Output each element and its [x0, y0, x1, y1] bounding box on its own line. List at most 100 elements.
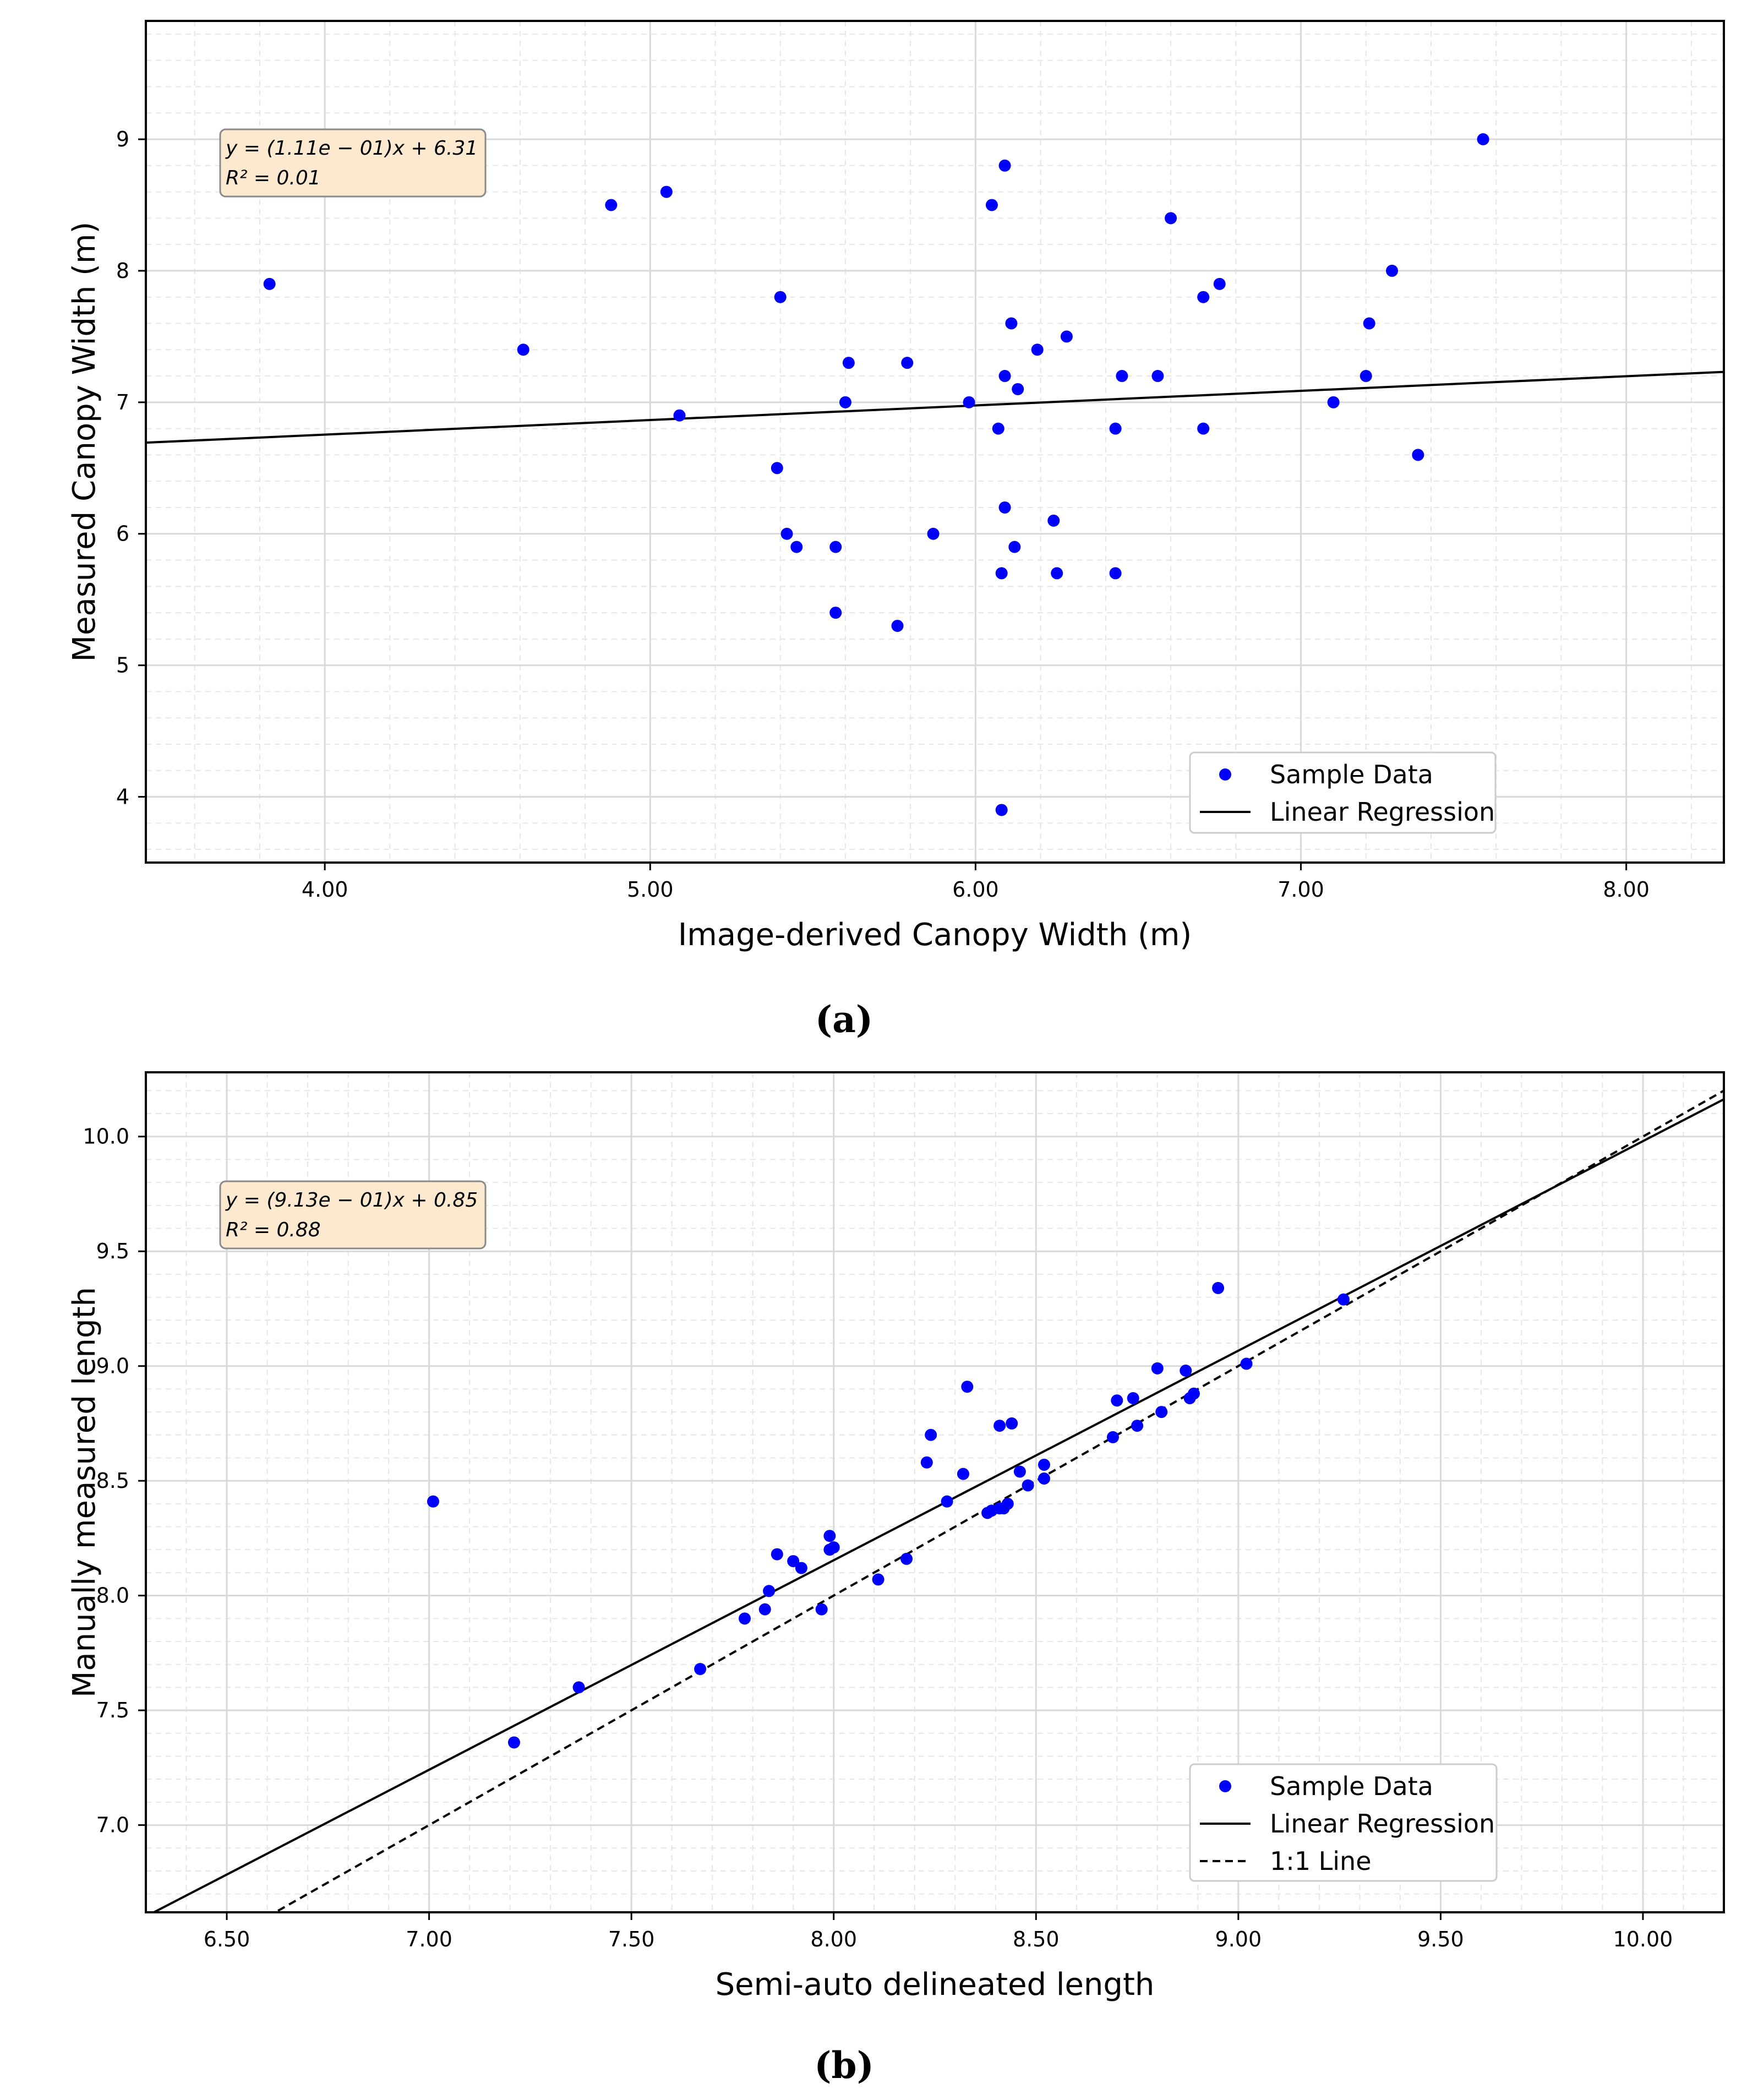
data-point [925, 1428, 937, 1441]
chart-caption: (b) [814, 2044, 874, 2087]
data-point [1022, 1479, 1034, 1492]
data-point [993, 1420, 1006, 1432]
data-point [1013, 1465, 1026, 1478]
data-point [829, 607, 842, 619]
legend-entry: Linear Regression [1270, 1809, 1495, 1839]
data-point [995, 567, 1008, 580]
x-tick-label: 9.50 [1417, 1927, 1464, 1951]
y-tick-label: 7 [116, 390, 129, 414]
equation-box [219, 128, 487, 198]
data-point [900, 1552, 913, 1565]
plot-frame [145, 20, 1725, 864]
data-point [763, 1585, 776, 1597]
regression-equation: y = (9.13e − 01)x + 0.85 [225, 1189, 478, 1212]
y-tick-label: 9.5 [96, 1239, 129, 1263]
equation-box [219, 1180, 487, 1250]
data-point [758, 1603, 771, 1616]
x-tick-label: 4.00 [302, 877, 348, 902]
y-tick-label: 4 [116, 785, 129, 809]
legend-frame [1189, 1763, 1498, 1882]
data-point [673, 409, 686, 422]
data-point [891, 619, 904, 632]
data-point [780, 527, 793, 540]
x-tick-label: 7.00 [1277, 877, 1324, 902]
data-point [992, 422, 1004, 435]
data-point [1212, 1281, 1225, 1294]
chart-caption: (a) [815, 998, 873, 1041]
plot-frame [145, 1071, 1725, 1913]
data-point [1180, 1365, 1192, 1377]
data-point [1240, 1357, 1253, 1370]
x-tick-label: 7.50 [608, 1927, 655, 1951]
data-point [1187, 1387, 1200, 1400]
legend-entry: Linear Regression [1270, 797, 1495, 827]
regression-equation: y = (1.11e − 01)x + 6.31 [225, 137, 478, 160]
data-point [827, 1541, 840, 1554]
data-point [1001, 1497, 1014, 1510]
x-axis-label: Semi-auto delineated length [716, 1967, 1155, 2003]
data-point [1116, 370, 1128, 383]
data-point [829, 541, 842, 553]
x-tick-label: 6.00 [952, 877, 999, 902]
data-point [1412, 449, 1424, 461]
chart-a: 4.00 5.00 6.00 7.00 8.00 4 5 6 7 8 9 Image-derived … [67, 20, 1725, 1041]
y-tick-label: 10.0 [83, 1125, 129, 1149]
y-axis-label: Manually measured length [67, 1287, 102, 1698]
data-point [263, 277, 276, 290]
data-point [998, 501, 1011, 514]
data-point [1008, 541, 1021, 553]
x-tick-label: 10.00 [1613, 1927, 1673, 1951]
data-point [605, 199, 618, 211]
data-point [1151, 1362, 1164, 1374]
data-point [771, 1548, 783, 1561]
regression-line [146, 370, 1724, 444]
data-point [572, 1681, 585, 1694]
data-point [771, 462, 783, 474]
x-tick-label: 8.00 [1603, 877, 1650, 902]
y-tick-label: 9.0 [96, 1354, 129, 1378]
y-tick-label: 8.0 [96, 1584, 129, 1608]
data-point [1060, 330, 1073, 343]
data-point [957, 1468, 969, 1480]
data-point [1165, 212, 1177, 225]
data-point [517, 343, 529, 356]
sample-data-points [263, 133, 1489, 816]
legend-marker-sample [1219, 1780, 1231, 1792]
data-point [815, 1603, 828, 1616]
data-point [1155, 1406, 1168, 1419]
y-tick-label: 7.5 [96, 1698, 129, 1722]
data-point [795, 1562, 807, 1574]
data-point [774, 291, 787, 303]
lines [146, 370, 1724, 444]
data-point [1127, 1392, 1139, 1405]
data-point [920, 1456, 933, 1469]
x-tick-label: 7.00 [406, 1927, 452, 1951]
legend: Sample Data Linear Regression [1189, 751, 1497, 834]
data-point [963, 396, 975, 408]
y-tick-label: 9 [116, 127, 129, 151]
data-point [1111, 1394, 1123, 1407]
data-point [872, 1573, 885, 1586]
data-point [787, 1555, 800, 1568]
data-point [1006, 1417, 1018, 1430]
regression-line [151, 1098, 1724, 1912]
r-squared: R² = 0.88 [226, 1219, 321, 1241]
data-point [1197, 422, 1210, 435]
data-point [1109, 567, 1122, 580]
data-point [1109, 422, 1122, 435]
data-point [927, 527, 940, 540]
data-point [1051, 567, 1063, 580]
legend: Sample Data Linear Regression 1:1 Line [1189, 1763, 1498, 1882]
data-point [842, 357, 855, 369]
data-point [1031, 343, 1044, 356]
y-tick-label: 8.5 [96, 1469, 129, 1493]
sample-data-points [427, 1281, 1350, 1749]
data-point [823, 1530, 836, 1542]
legend-entry: Sample Data [1270, 760, 1433, 789]
legend-frame [1189, 751, 1497, 834]
data-point [995, 804, 1008, 816]
legend-entry: Sample Data [1270, 1771, 1433, 1801]
data-point [1386, 264, 1399, 277]
data-point [1197, 291, 1210, 303]
